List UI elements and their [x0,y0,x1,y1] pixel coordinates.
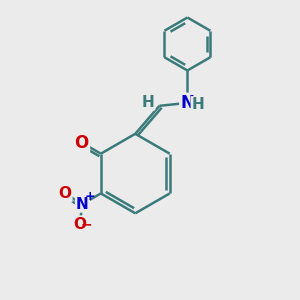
Text: N: N [181,94,194,112]
Text: +: + [85,190,95,203]
Text: H: H [191,97,204,112]
Text: H: H [142,95,155,110]
Text: N: N [76,196,89,211]
Text: O: O [58,186,71,201]
Text: −: − [80,217,92,231]
Text: O: O [73,217,86,232]
Text: O: O [75,134,89,152]
